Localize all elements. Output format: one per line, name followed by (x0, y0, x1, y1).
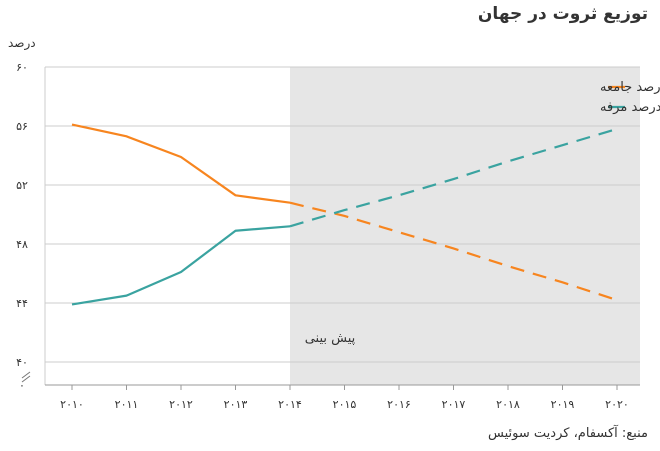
axis-break-mark (21, 375, 31, 383)
y-tick-label: ۰ (19, 379, 25, 392)
series-1-line (71, 123, 291, 204)
forecast-label: پیش بینی (305, 331, 356, 346)
x-tick-label: ۲۰۱۶ (387, 398, 411, 411)
legend-label: ۹۹ درصد جامعه (600, 80, 660, 95)
y-axis-unit-label: درصد (8, 36, 36, 50)
x-tick-label: ۲۰۱۹ (551, 398, 575, 411)
y-tick-label: ۴۰ (16, 356, 28, 369)
x-tick-label: ۲۰۱۵ (333, 398, 357, 411)
y-tick-label: ۵۶ (16, 120, 28, 133)
y-tick-label: ۶۰ (16, 61, 28, 74)
y-tick-label: ۴۴ (16, 297, 28, 310)
x-tick-label: ۲۰۱۲ (169, 398, 193, 411)
x-tick-label: ۲۰۱۳ (224, 398, 248, 411)
x-tick-label: ۲۰۱۷ (442, 398, 466, 411)
source-note: منبع: آکسفام، کردیت سوئیس (488, 426, 648, 441)
series-2-line (71, 225, 291, 306)
axis-break-mark (21, 371, 31, 379)
y-tick-label: ۵۲ (16, 179, 28, 192)
series-2-forecast-line (289, 127, 618, 228)
legend-label: یک درصد مرفه (600, 100, 660, 115)
chart-title: توزیع ثروت در جهان (477, 4, 648, 24)
x-tick-label: ۲۰۲۰ (605, 398, 629, 411)
x-tick-label: ۲۰۱۸ (496, 398, 520, 411)
x-tick-label: ۲۰۱۰ (60, 398, 84, 411)
x-tick-label: ۲۰۱۱ (115, 398, 139, 411)
series-1-forecast-line (289, 201, 618, 302)
y-tick-label: ۴۸ (16, 238, 28, 251)
forecast-band (290, 67, 640, 385)
x-tick-label: ۲۰۱۴ (278, 398, 302, 411)
